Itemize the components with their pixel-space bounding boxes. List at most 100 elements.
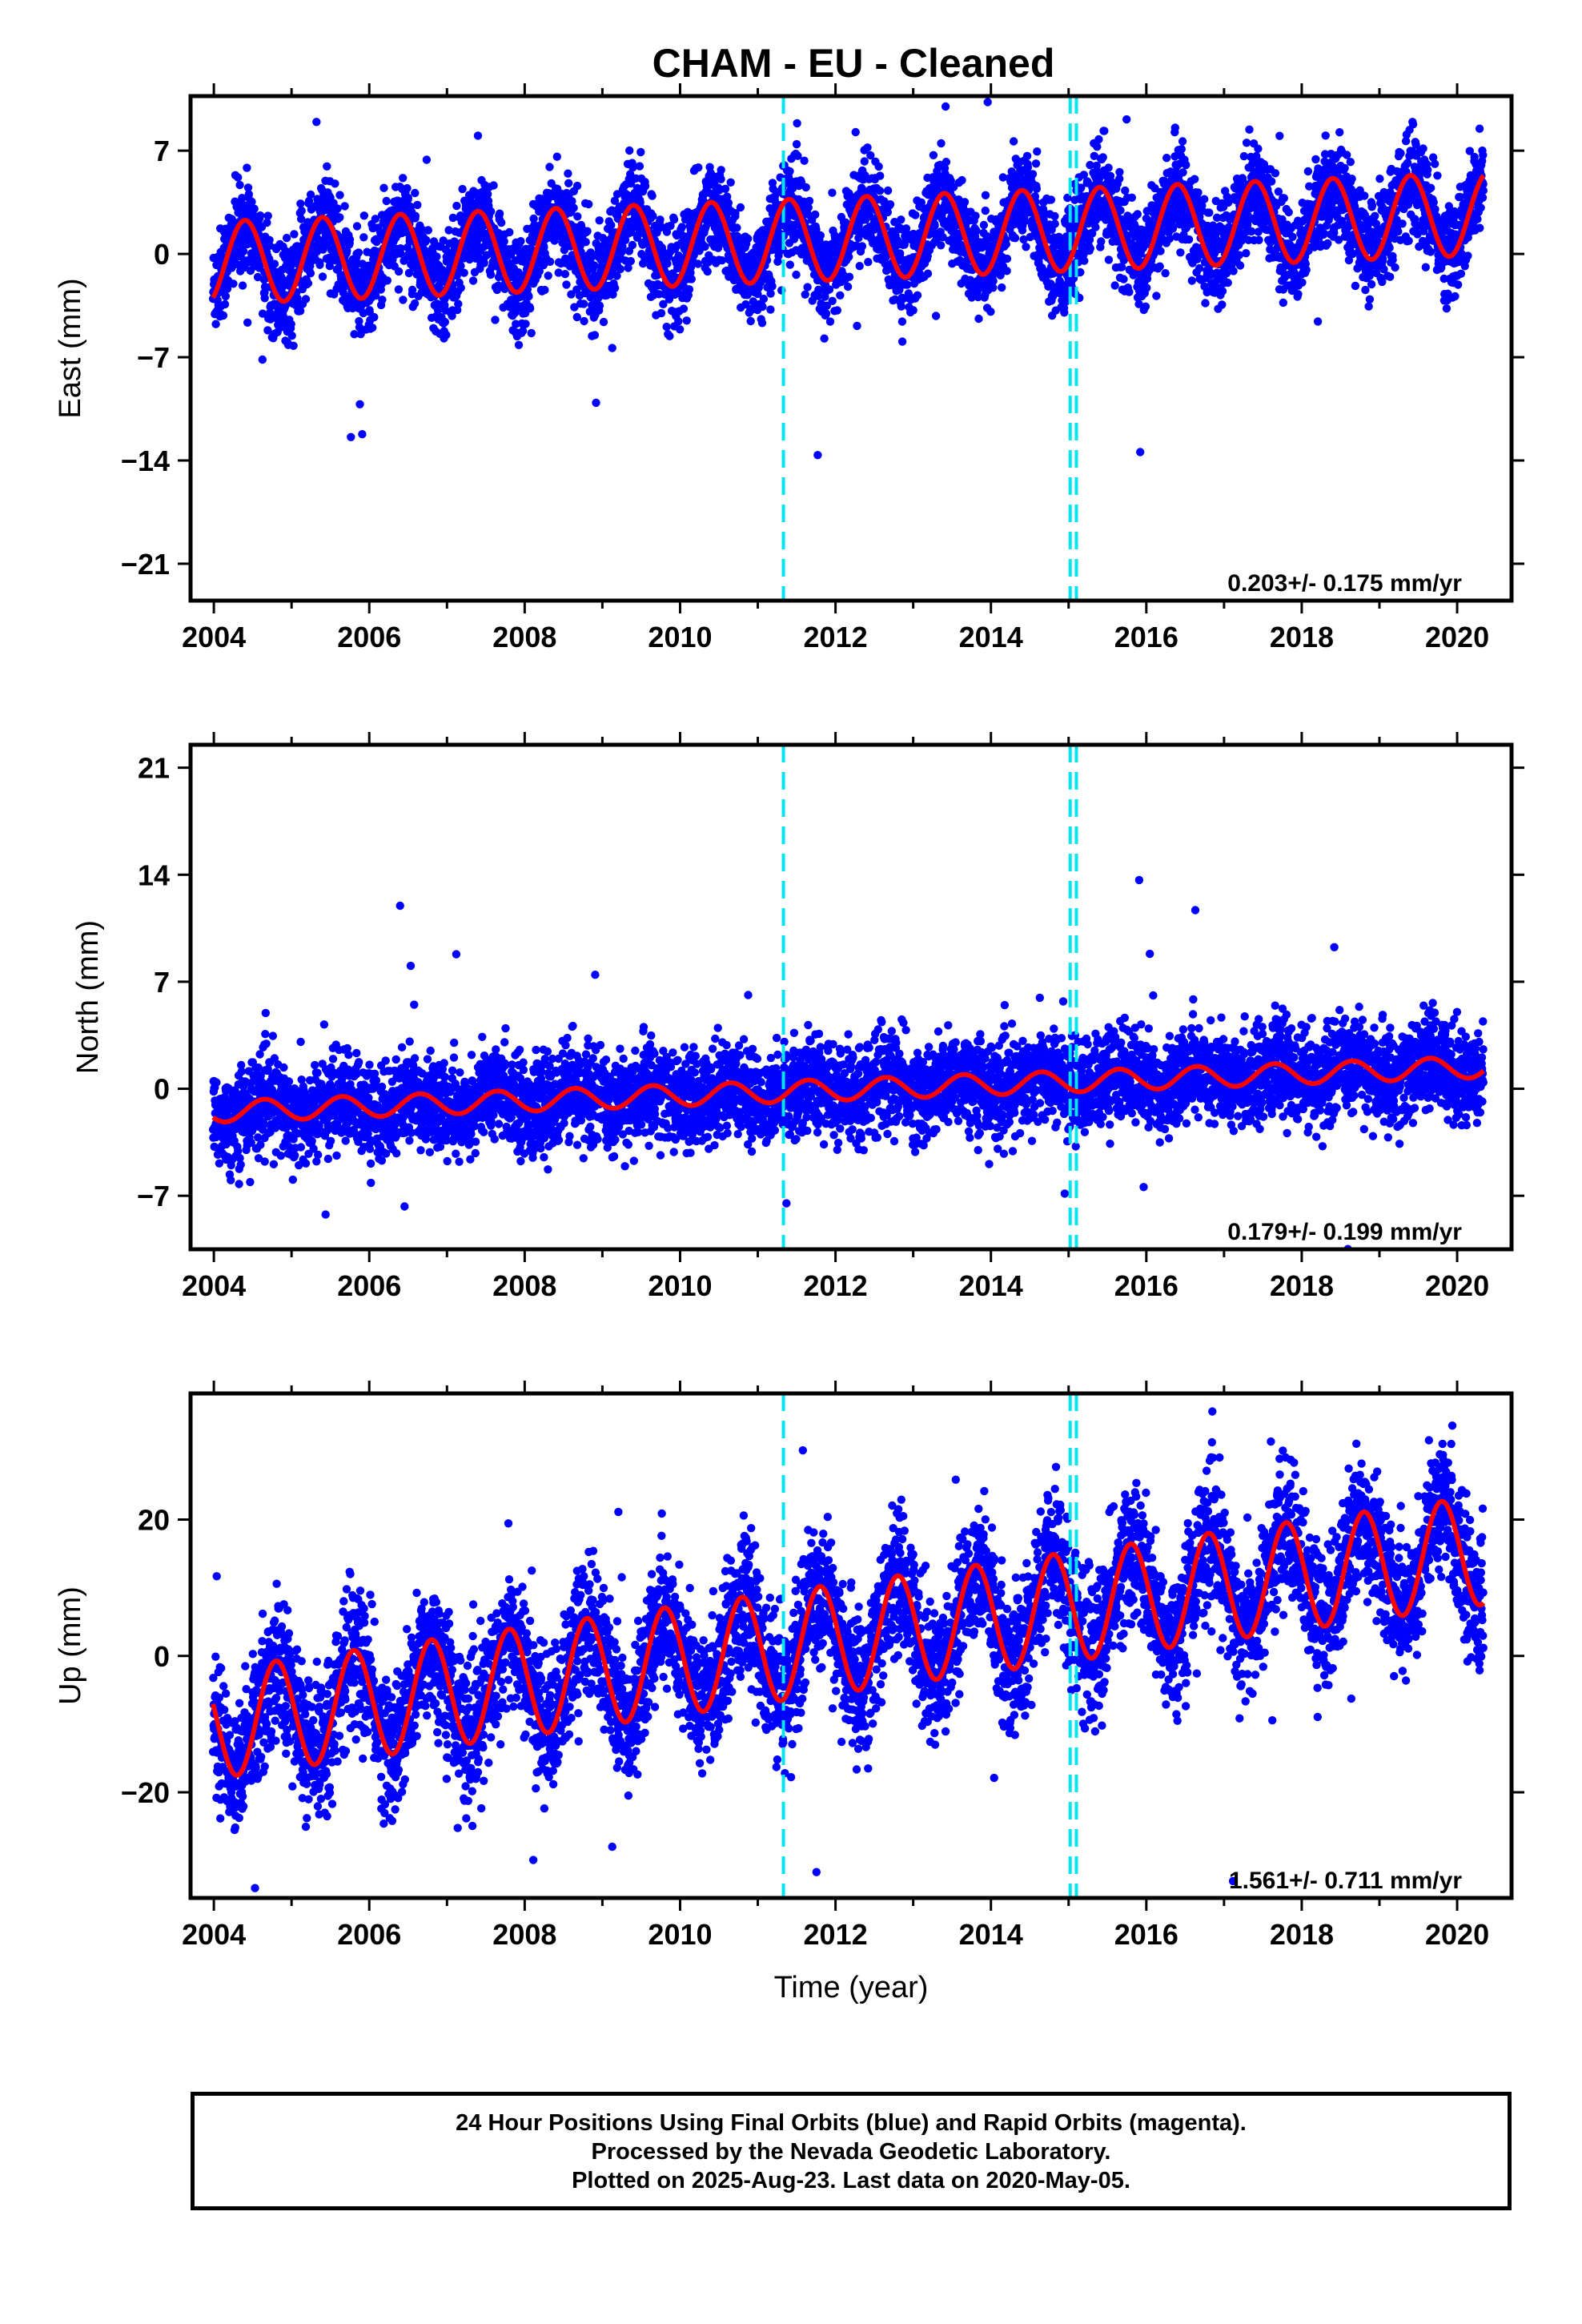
- east-data-point: [1271, 169, 1280, 178]
- east-data-point: [263, 326, 272, 335]
- east-plot-area: [208, 8, 1488, 601]
- east-data-point: [701, 242, 709, 251]
- east-data-point: [238, 281, 247, 290]
- east-data-point: [1242, 249, 1251, 258]
- east-data-point: [648, 211, 657, 220]
- east-data-point: [1142, 283, 1151, 292]
- east-data-point: [243, 163, 251, 172]
- east-data-point: [843, 282, 853, 292]
- east-data-point: [573, 212, 582, 221]
- east-data-point: [1155, 262, 1164, 271]
- east-data-point: [527, 328, 536, 338]
- east-data-point: [486, 270, 496, 279]
- east-data-point: [883, 186, 893, 195]
- east-data-point: [792, 139, 801, 149]
- east-data-point: [1028, 170, 1038, 179]
- east-data-point: [971, 211, 980, 220]
- east-data-point: [927, 8, 935, 16]
- east-data-point: [793, 119, 801, 128]
- east-data-point: [897, 317, 907, 326]
- east-data-point: [911, 211, 920, 219]
- east-data-point: [518, 327, 528, 336]
- east-data-point: [610, 283, 620, 292]
- east-data-point: [1002, 254, 1012, 263]
- east-data-point: [247, 197, 256, 207]
- east-data-point: [545, 257, 555, 266]
- east-data-point: [628, 240, 637, 250]
- east-data-point: [874, 162, 883, 171]
- east-data-point: [1116, 206, 1125, 215]
- east-data-point: [801, 183, 810, 192]
- east-data-point: [484, 190, 492, 199]
- east-data-point: [1100, 127, 1109, 135]
- east-data-point: [1162, 154, 1171, 163]
- east-data-point: [580, 316, 588, 326]
- east-data-point: [1046, 195, 1056, 204]
- east-data-point: [674, 317, 683, 326]
- east-data-point: [855, 262, 864, 271]
- east-data-point: [460, 268, 468, 277]
- east-data-point: [721, 184, 730, 193]
- east-data-point: [278, 283, 287, 292]
- east-data-point: [491, 316, 500, 324]
- east-data-point: [570, 303, 579, 312]
- east-data-point: [875, 187, 885, 195]
- east-data-point: [986, 308, 995, 316]
- east-data-point: [289, 341, 298, 350]
- east-data-point: [535, 267, 544, 275]
- east-data-point: [382, 196, 391, 206]
- east-data-point: [1022, 243, 1030, 251]
- east-data-point: [820, 334, 829, 343]
- east-data-point: [219, 311, 228, 320]
- east-data-point: [857, 242, 867, 251]
- east-data-point: [282, 247, 291, 256]
- east-data-point: [876, 171, 885, 180]
- east-data-point: [1060, 308, 1069, 317]
- east-data-point: [608, 344, 616, 352]
- east-data-point: [801, 290, 809, 299]
- east-data-point: [413, 200, 422, 210]
- east-data-point: [456, 211, 465, 220]
- east-data-point: [1254, 144, 1263, 153]
- east-data-point: [258, 309, 267, 318]
- east-data-point: [703, 267, 712, 276]
- east-data-point: [287, 320, 295, 328]
- east-data-point: [552, 152, 561, 161]
- east-data-point: [371, 291, 380, 300]
- east-data-point: [717, 166, 725, 175]
- east-data-point: [562, 280, 571, 289]
- east-data-point: [572, 181, 582, 191]
- east-data-point: [306, 190, 315, 199]
- east-data-point: [897, 302, 906, 311]
- east-data-point: [685, 285, 694, 294]
- east-data-point: [456, 261, 465, 271]
- east-data-point: [304, 196, 314, 206]
- east-data-point: [937, 139, 946, 148]
- east-data-point: [1218, 287, 1227, 296]
- east-data-point: [295, 307, 305, 316]
- east-data-point: [514, 340, 524, 349]
- east-data-point: [1110, 281, 1119, 290]
- east-data-point: [864, 258, 873, 267]
- east-data-point: [581, 238, 590, 247]
- east-data-point: [1133, 210, 1142, 219]
- east-data-point: [422, 235, 431, 245]
- east-data-point: [1121, 186, 1130, 195]
- east-data-point: [1141, 302, 1150, 311]
- east-data-point: [679, 304, 689, 313]
- east-data-point: [897, 337, 907, 346]
- east-data-point: [453, 305, 462, 315]
- east-data-point: [1255, 235, 1263, 244]
- east-data-point: [960, 198, 970, 207]
- east-data-point: [371, 215, 380, 223]
- east-data-point: [785, 260, 794, 269]
- east-data-point: [851, 127, 860, 137]
- east-data-point: [354, 248, 363, 257]
- east-data-point: [805, 196, 814, 206]
- east-data-point: [1094, 135, 1103, 144]
- east-data-point: [394, 285, 404, 294]
- east-data-point: [243, 183, 253, 192]
- east-data-point: [903, 280, 912, 289]
- east-data-point: [656, 215, 665, 224]
